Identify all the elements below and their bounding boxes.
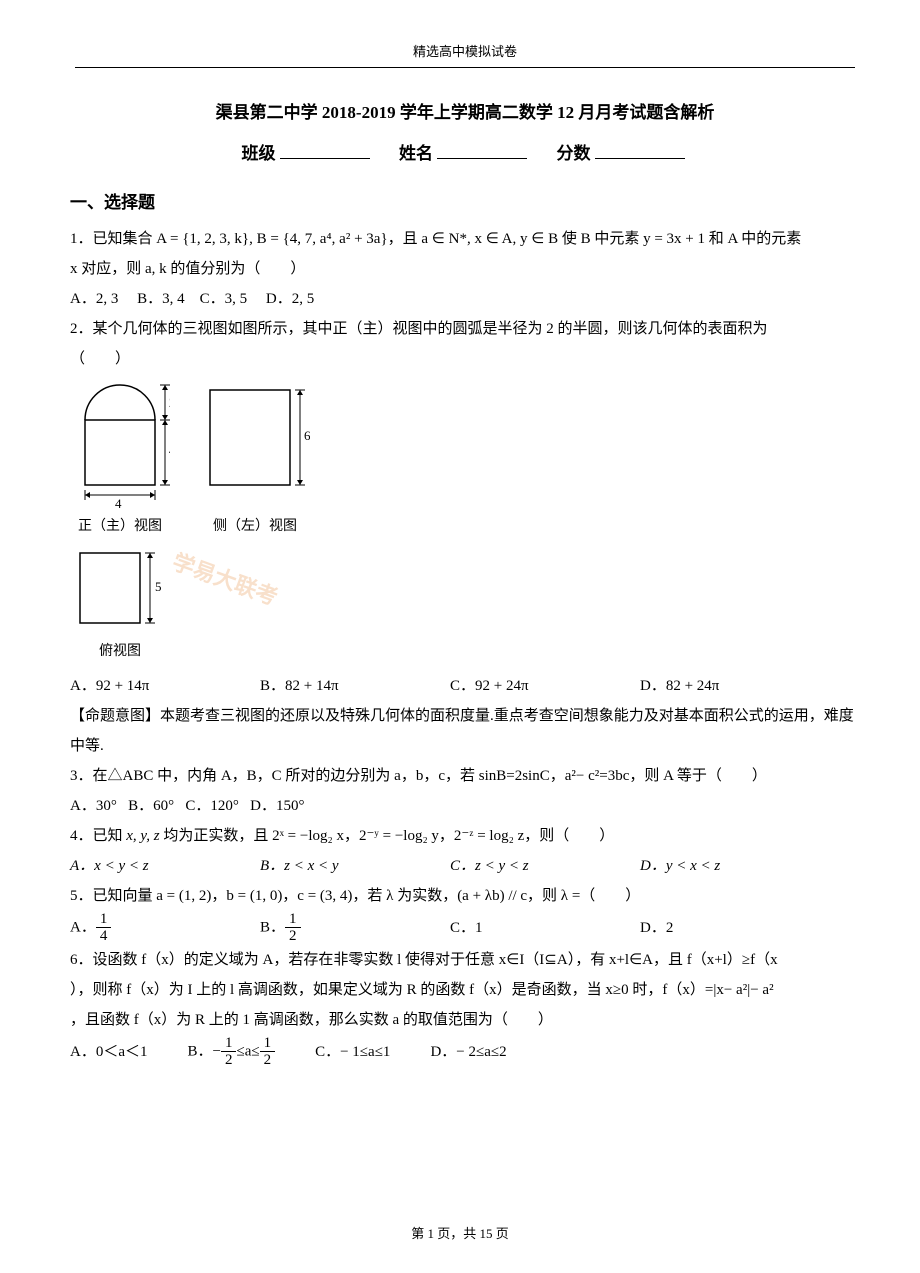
q5-optA-num: 1 [96,911,112,929]
q6-optB-num2: 1 [260,1035,276,1053]
svg-text:2: 2 [169,395,170,410]
name-blank[interactable] [437,158,527,159]
q6-options: A．0＜a＜1 B．−12≤a≤12 C．− 1≤a≤1 D．− 2≤a≤2 [70,1035,860,1069]
q2-note: 【命题意图】本题考查三视图的还原以及特殊几何体的面积度量.重点考查空间想象能力及… [70,701,860,761]
q4-line1a: 4．已知 [70,828,126,844]
q6-optB-mid: ≤a≤ [236,1043,259,1059]
q1-optB: B．3, 4 [137,291,185,307]
side-view-block: 6 侧（左）视图 [200,380,310,539]
header-underline [75,67,855,68]
score-blank[interactable] [595,158,685,159]
main-view-block: 4 2 4 正（主）视图 [70,380,170,539]
q3-optC: C．120° [185,798,239,814]
page-header-label: 精选高中模拟试卷 [70,40,860,63]
top-view-label: 俯视图 [70,639,170,664]
q4-line1: 4．已知 x, y, z 均为正实数，且 2ˣ = −log₂ x，2⁻ʸ = … [70,821,860,851]
q5-optD: D．2 [640,913,830,943]
q5-line1: 5．已知向量 a = (1, 2)，b = (1, 0)，c = (3, 4)，… [70,881,860,911]
q4-vars: x, y, z [126,828,159,844]
q4-optA: A．x < y < z [70,851,260,881]
q5-options: A．14 B．12 C．1 D．2 [70,911,860,945]
q4-optB: B．z < x < y [260,851,450,881]
q2-optC: C．92 + 24π [450,671,640,701]
q6-line2: ），则称 f（x）为 I 上的 l 高调函数，如果定义域为 R 的函数 f（x）… [70,975,860,1005]
q4-optD: D．y < x < z [640,851,830,881]
q6-optB-den2: 2 [260,1052,276,1069]
top-view-block: 5 俯视图 [70,545,170,664]
q1-optD: D．2, 5 [266,291,314,307]
svg-text:4: 4 [115,496,122,510]
main-view-svg: 4 2 4 [70,380,170,510]
q6-line3: ，且函数 f（x）为 R 上的 1 高调函数，那么实数 a 的取值范围为（ ） [70,1005,860,1035]
q1-line2: x 对应，则 a, k 的值分别为（ ） [70,254,860,284]
q1-options: A．2, 3 B．3, 4 C．3, 5 D．2, 5 [70,284,860,314]
q4-optC: C．z < y < z [450,851,640,881]
svg-text:5: 5 [155,579,162,594]
q1-optC: C．3, 5 [200,291,248,307]
main-view-label: 正（主）视图 [70,514,170,539]
diagram-row-1: 4 2 4 正（主）视图 6 侧（左）视图 [70,380,860,539]
q1-optA: A．2, 3 [70,291,118,307]
q1-line1: 1．已知集合 A = {1, 2, 3, k}, B = {4, 7, a⁴, … [70,224,860,254]
q3-options: A．30° B．60° C．120° D．150° [70,791,860,821]
side-view-label: 侧（左）视图 [200,514,310,539]
q2-options: A．92 + 14π B．82 + 14π C．92 + 24π D．82 + … [70,671,860,701]
name-label: 姓名 [399,144,433,163]
q2-optD: D．82 + 24π [640,671,830,701]
q2-optB: B．82 + 14π [260,671,450,701]
class-blank[interactable] [280,158,370,159]
q3-line1: 3．在△ABC 中，内角 A，B，C 所对的边分别为 a，b，c，若 sinB=… [70,761,860,791]
student-info-line: 班级 姓名 分数 [70,139,860,170]
q2-line1: 2．某个几何体的三视图如图所示，其中正（主）视图中的圆弧是半径为 2 的半圆，则… [70,314,860,344]
top-view-svg: 5 [70,545,170,635]
q6-optB-den1: 2 [221,1052,237,1069]
q6-optA: A．0＜a＜1 [70,1037,148,1067]
score-label: 分数 [557,144,591,163]
q6-optC: C．− 1≤a≤1 [315,1037,390,1067]
q4-options: A．x < y < z B．z < x < y C．z < y < z D．y … [70,851,860,881]
diagram-row-2: 5 俯视图 [70,545,860,664]
q6-line1: 6．设函数 f（x）的定义域为 A，若存在非零实数 l 使得对于任意 x∈I（I… [70,945,860,975]
q6-optD: D．− 2≤a≤2 [430,1037,506,1067]
q5-optB-den: 2 [285,928,301,945]
q2-line2: （ ） [70,344,860,374]
q5-optA-den: 4 [96,928,112,945]
exam-title: 渠县第二中学 2018-2019 学年上学期高二数学 12 月月考试题含解析 [70,98,860,129]
q6-optB-num1: 1 [221,1035,237,1053]
q3-optA: A．30° [70,798,117,814]
q4-line1b: 均为正实数，且 2ˣ = −log₂ x，2⁻ʸ = −log₂ y，2⁻ᶻ =… [160,828,615,844]
q6-optB-prefix: B．− [188,1043,221,1059]
side-view-svg: 6 [200,380,310,510]
page-footer: 第 1 页，共 15 页 [0,1222,920,1245]
q3-optB: B．60° [128,798,174,814]
q5-optA: A．14 [70,911,260,945]
svg-text:6: 6 [304,428,310,443]
svg-text:4: 4 [169,443,170,458]
q5-optC: C．1 [450,913,640,943]
q6-optB: B．−12≤a≤12 [188,1035,276,1069]
q5-optB-num: 1 [285,911,301,929]
q5-optB: B．12 [260,911,450,945]
class-label: 班级 [242,144,276,163]
q3-optD: D．150° [250,798,304,814]
section-title: 一、选择题 [70,188,860,219]
q2-optA: A．92 + 14π [70,671,260,701]
